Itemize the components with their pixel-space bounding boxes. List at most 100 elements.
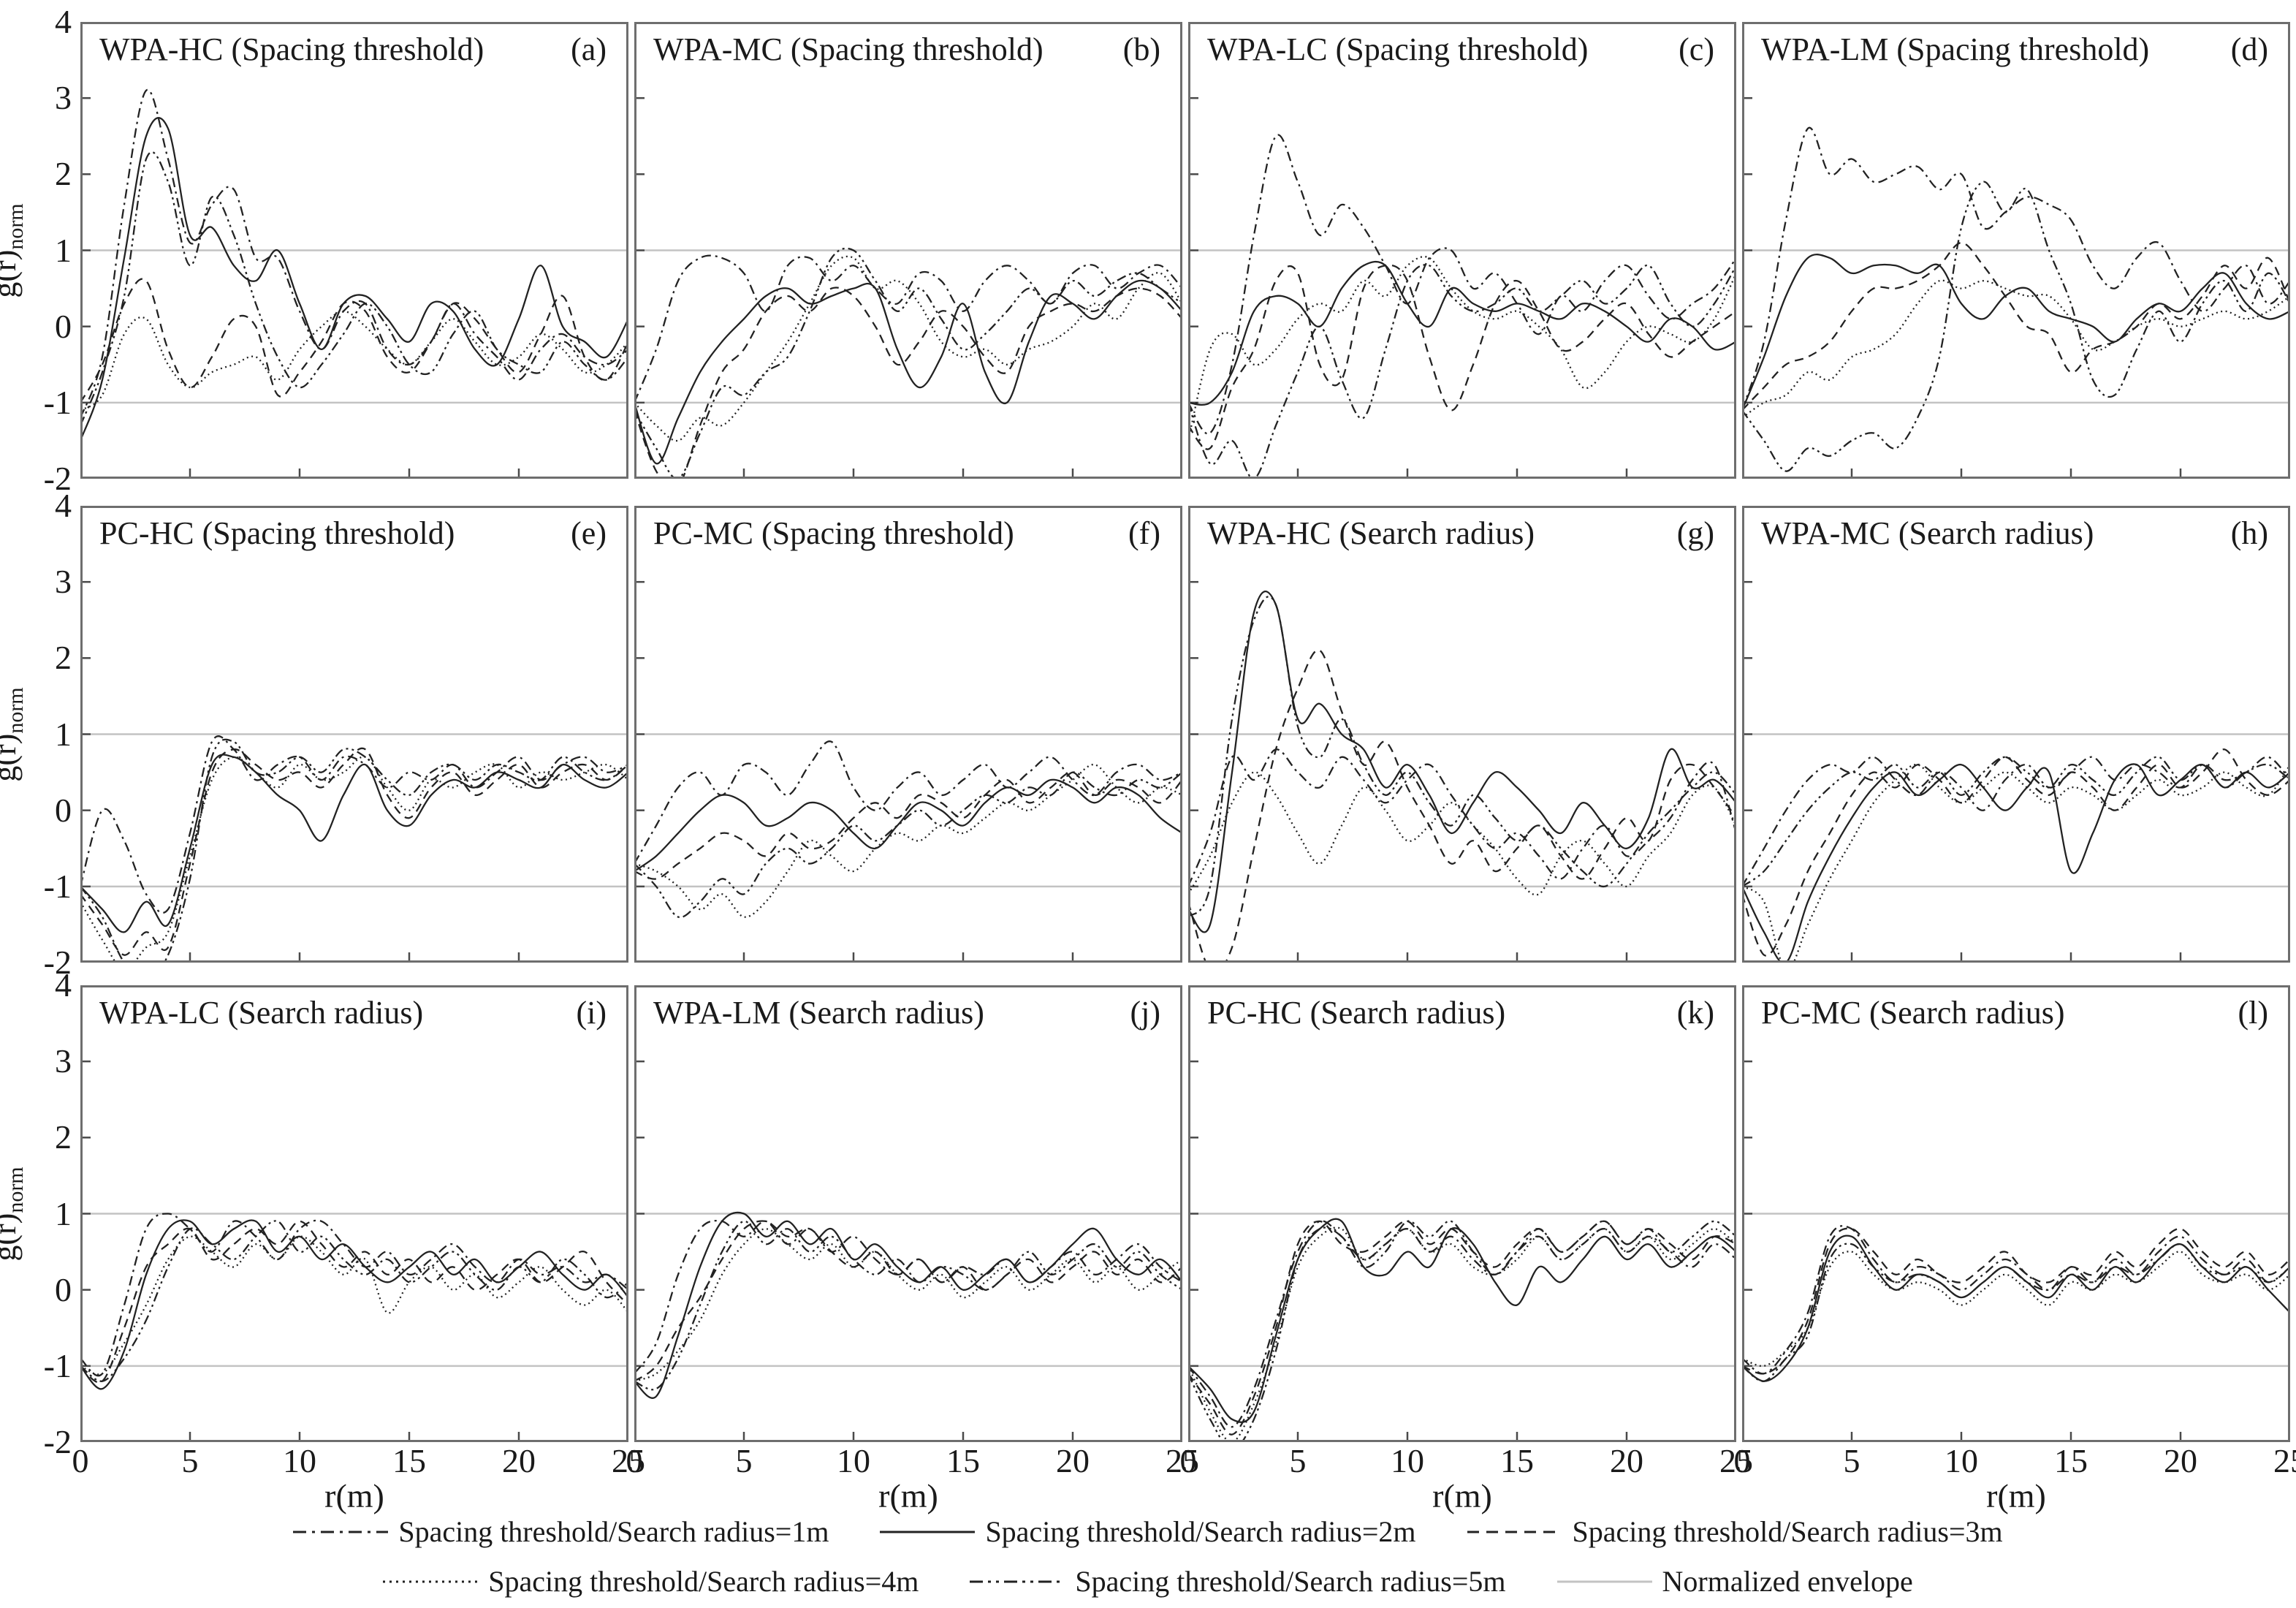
panel-tag: (h) <box>2230 515 2268 551</box>
series-line-1m <box>1188 1220 1736 1428</box>
panel-g-plot <box>1188 506 1736 963</box>
panel-title: WPA-HC (Search radius) <box>1207 515 1535 551</box>
series-group <box>80 735 628 963</box>
y-axis-label: g(r)norm <box>0 1167 28 1261</box>
panel-tag: (i) <box>576 995 607 1031</box>
legend-row1: Spacing threshold/Search radius=1m Spacin… <box>0 1514 2296 1549</box>
y-tick-label: -2 <box>43 1423 72 1460</box>
panel-a: WPA-HC (Spacing threshold) (a) <box>80 22 628 479</box>
x-axis-label: r(m) <box>324 1477 384 1514</box>
legend-label-4m: Spacing threshold/Search radius=4m <box>488 1565 919 1598</box>
x-tick-label: 5 <box>1843 1442 1860 1479</box>
x-tick-label: 10 <box>1391 1442 1424 1479</box>
panel-b: WPA-MC (Spacing threshold) (b) <box>634 22 1182 479</box>
series-line-3m <box>80 747 628 956</box>
series-group <box>634 247 1182 479</box>
panel-l-plot <box>1742 985 2290 1442</box>
y-tick-label: -2 <box>43 944 72 981</box>
panel-title: PC-MC (Spacing threshold) <box>653 515 1014 551</box>
series-line-4m <box>634 1228 1182 1382</box>
y-tick-label: -1 <box>43 867 72 905</box>
legend-item-1m: Spacing threshold/Search radius=1m <box>293 1514 829 1549</box>
y-tick-label: 1 <box>55 231 72 269</box>
panel-d-plot <box>1742 22 2290 479</box>
panel-f-plot <box>634 506 1182 963</box>
series-line-5m <box>634 771 1182 919</box>
legend-label-5m: Spacing threshold/Search radius=5m <box>1075 1565 1506 1598</box>
panel-border <box>80 985 628 1442</box>
x-tick-label: 25 <box>2273 1442 2296 1479</box>
panel-h: WPA-MC (Search radius) (h) <box>1742 506 2290 963</box>
x-tick-label: 15 <box>392 1442 426 1479</box>
x-tick-label: 20 <box>2164 1442 2197 1479</box>
series-line-2m <box>80 1219 628 1390</box>
y-tick-label: 3 <box>55 563 72 601</box>
panel-tag: (l) <box>2238 995 2268 1031</box>
legend-item-env: Normalized envelope <box>1556 1564 1913 1598</box>
panel-title: WPA-LC (Spacing threshold) <box>1207 31 1589 67</box>
legend-row2: Spacing threshold/Search radius=4m Spacin… <box>0 1564 2296 1598</box>
series-line-5m <box>634 247 1182 479</box>
panel-title: WPA-LM (Spacing threshold) <box>1761 31 2150 67</box>
y-axis-label-wrap: g(r)norm <box>0 985 28 1442</box>
series-line-1m <box>634 254 1182 403</box>
y-axis-label: g(r)norm <box>0 687 28 781</box>
y-tick-label: 2 <box>55 155 72 193</box>
series-line-3m <box>1188 1220 1736 1436</box>
y-tick-label: 2 <box>55 1118 72 1156</box>
panel-f: PC-MC (Spacing threshold) (f) <box>634 506 1182 963</box>
legend-item-5m: Spacing threshold/Search radius=5m <box>970 1564 1506 1598</box>
y-tick-label: 2 <box>55 639 72 677</box>
y-axis-label-wrap: g(r)norm <box>0 506 28 963</box>
x-tick-label: 15 <box>946 1442 980 1479</box>
y-axis-label-main: g(r) <box>0 249 23 298</box>
series-line-5m <box>1188 264 1736 479</box>
series-line-1m <box>80 88 628 419</box>
panel-title: WPA-HC (Spacing threshold) <box>99 31 484 67</box>
y-axis-label-sub: norm <box>3 202 28 250</box>
y-tick-label: 1 <box>55 715 72 753</box>
series-line-4m <box>1742 1251 2290 1368</box>
panel-i: WPA-LC (Search radius) (i) 0 5 10 15 20 25 r(m) <box>72 985 645 1513</box>
y-axis-label-sub: norm <box>3 1166 28 1213</box>
x-tick-label: 5 <box>1289 1442 1307 1479</box>
series-line-1m <box>1188 748 1736 887</box>
series-line-1m <box>1742 126 2290 411</box>
panel-title: WPA-MC (Search radius) <box>1761 515 2094 551</box>
panel-c-plot <box>1188 22 1736 479</box>
y-axis-label: g(r)norm <box>0 203 28 297</box>
series-line-3m <box>634 287 1182 479</box>
panel-border <box>634 985 1182 1442</box>
panel-i-plot <box>80 985 628 1442</box>
panel-border <box>634 22 1182 479</box>
y-axis-label-wrap: g(r)norm <box>0 22 28 479</box>
series-line-4m <box>634 764 1182 918</box>
y-axis-label-sub: norm <box>3 686 28 734</box>
x-tick-label: 0 <box>1179 1442 1197 1479</box>
panel-a-plot <box>80 22 628 479</box>
y-tick-label: 4 <box>55 487 72 524</box>
y-axis-label-main: g(r) <box>0 733 23 782</box>
panel-border <box>80 506 628 963</box>
panel-title: PC-MC (Search radius) <box>1761 995 2065 1031</box>
series-line-4m <box>1188 255 1736 441</box>
series-line-2m <box>80 754 628 933</box>
panel-k: PC-HC (Search radius) (k) 0 5 10 15 20 25 r(m) <box>1180 985 1753 1513</box>
series-group <box>1742 748 2290 963</box>
series-group <box>634 1211 1182 1399</box>
y-tick-label: 1 <box>55 1194 72 1232</box>
series-line-1m <box>1188 134 1736 435</box>
series-line-4m <box>1742 279 2290 419</box>
series-group <box>1742 126 2290 472</box>
series-line-2m <box>1742 763 2290 963</box>
y-tick-label: 0 <box>55 1270 72 1308</box>
series-line-5m <box>1742 1243 2290 1382</box>
legend-label-1m: Spacing threshold/Search radius=1m <box>398 1515 829 1548</box>
series-line-4m <box>80 1235 628 1376</box>
series-line-5m <box>80 738 628 963</box>
x-tick-label: 0 <box>1733 1442 1751 1479</box>
series-line-5m <box>634 1220 1182 1391</box>
y-tick-label: 0 <box>55 307 72 345</box>
series-line-2m <box>634 1211 1182 1399</box>
